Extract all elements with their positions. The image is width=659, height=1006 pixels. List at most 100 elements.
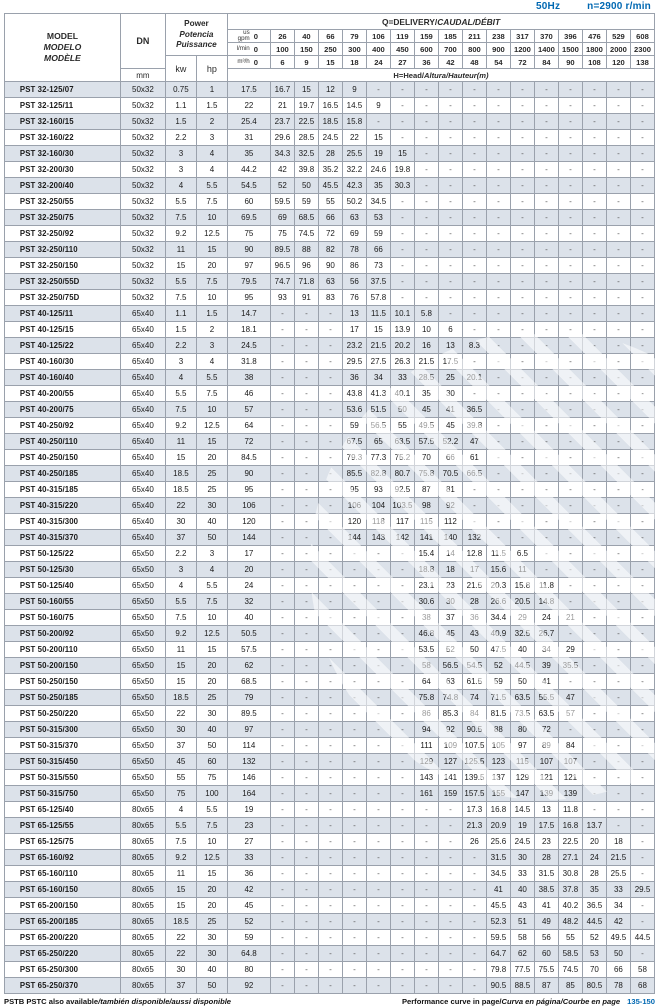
head-cell: 32.2 (341, 161, 367, 179)
head-cell: 24.5 (509, 833, 535, 851)
hp-cell: 15 (195, 641, 228, 659)
head-cell: 59.5 (269, 193, 295, 211)
head-cell: - (629, 449, 656, 467)
flow-value-header: 54 (485, 55, 511, 70)
kw-cell: 1.5 (164, 113, 197, 131)
table-row: PST 50-200/150 65x50 15 20 62- - - - - -58 56.5 54.… (3, 657, 656, 675)
head-cell: - (293, 449, 319, 467)
head-cell: - (293, 305, 319, 323)
model-cell: PST 65-250/370 (3, 977, 121, 995)
head-cell: 23 (533, 833, 559, 851)
head-cell: - (317, 369, 343, 387)
head-cell: 91 (293, 289, 319, 307)
head-cell: 15.4 (413, 545, 439, 563)
model-cell: PST 32-200/40 (3, 177, 121, 195)
head-cell: - (389, 705, 415, 723)
head-cell: - (389, 193, 415, 211)
head-cell: - (461, 497, 487, 515)
head-cell: 38.5 (533, 881, 559, 899)
head-cell: - (317, 609, 343, 627)
hp-cell: 40 (195, 721, 228, 739)
head-cell: 97 (509, 737, 535, 755)
head-cell: 38 (413, 609, 439, 627)
head-cell: 155 (485, 785, 511, 803)
head-cell: - (557, 161, 583, 179)
dn-cell: 65x40 (119, 417, 166, 435)
head-cell: 9 (341, 81, 367, 99)
head-cell: 53.5 (413, 641, 439, 659)
model-cell: PST 32-125/11 (3, 97, 121, 115)
head-cell: - (485, 161, 511, 179)
head-cell: 44.5 (581, 913, 607, 931)
head-cell: - (365, 641, 391, 659)
head-cell: 17 (341, 321, 367, 339)
model-cell: PST 50-315/450 (3, 753, 121, 771)
head-cell: - (437, 961, 463, 979)
flow-value-header: 1200 (509, 42, 535, 57)
head-cell: - (389, 945, 415, 963)
head-cell: - (533, 561, 559, 579)
head-cell: 63 (317, 273, 343, 291)
kw-cell: 18.5 (164, 481, 197, 499)
head-cell: 34.4 (485, 609, 511, 627)
head-cell: - (389, 897, 415, 915)
head-cell: - (317, 513, 343, 531)
head-cell: - (581, 625, 607, 643)
head-cell: 73 (365, 257, 391, 275)
head-cell: 45.5 (485, 897, 511, 915)
head-cell: - (509, 465, 535, 483)
hp-cell: 20 (195, 257, 228, 275)
head-cell: - (317, 833, 343, 851)
flow-value-header: 1800 (581, 42, 607, 57)
head-cell: 22.5 (557, 833, 583, 851)
head-cell: 74.8 (437, 689, 463, 707)
model-cell: PST 40-250/110 (3, 433, 121, 451)
dn-cell: 65x50 (119, 689, 166, 707)
head-cell: - (485, 497, 511, 515)
head-cell: - (605, 417, 631, 435)
head-cell: - (437, 273, 463, 291)
head-cell: - (389, 641, 415, 659)
head-cell: 46.8 (413, 625, 439, 643)
hp-cell: 10 (195, 833, 228, 851)
head-cell: 16.8 (485, 801, 511, 819)
head-cell: - (461, 241, 487, 259)
head-cell: - (437, 241, 463, 259)
head-cell: 55 (389, 417, 415, 435)
table-row: PST 65-125/75 80x65 7.5 10 27- - - - - - - -26 25.6 2… (3, 833, 656, 851)
head-cell: 35 (365, 177, 391, 195)
head-cell: - (629, 657, 656, 675)
head-cell: 26 (461, 833, 487, 851)
head-cell: 97 (226, 257, 271, 275)
head-cell: - (269, 561, 295, 579)
head-cell: - (317, 625, 343, 643)
head-cell: 31.5 (485, 849, 511, 867)
kw-cell: 1.1 (164, 97, 197, 115)
table-row: PST 40-250/150 65x40 15 20 84.5- - -79.3 77.3 75… (3, 449, 656, 467)
head-cell: - (629, 721, 656, 739)
head-cell: 17.5 (533, 817, 559, 835)
head-cell: - (269, 385, 295, 403)
head-cell: - (533, 209, 559, 227)
dn-cell: 65x40 (119, 449, 166, 467)
head-cell: 60 (226, 193, 271, 211)
model-cell: PST 40-160/30 (3, 353, 121, 371)
dn-cell: 65x40 (119, 353, 166, 371)
head-cell: 14.7 (226, 305, 271, 323)
head-cell: 14.8 (533, 593, 559, 611)
head-cell: - (629, 193, 656, 211)
head-cell: - (629, 257, 656, 275)
head-cell: 15.8 (341, 113, 367, 131)
head-cell: 26.7 (533, 625, 559, 643)
head-cell: - (533, 449, 559, 467)
head-cell: 97 (226, 721, 271, 739)
head-cell: - (269, 721, 295, 739)
kw-cell: 5.5 (164, 593, 197, 611)
head-cell: - (533, 241, 559, 259)
head-cell: 53.6 (341, 401, 367, 419)
model-cell: PST 40-200/55 (3, 385, 121, 403)
hp-cell: 12.5 (195, 849, 228, 867)
head-cell: - (365, 769, 391, 787)
head-cell: 45 (437, 417, 463, 435)
head-cell: - (365, 113, 391, 131)
